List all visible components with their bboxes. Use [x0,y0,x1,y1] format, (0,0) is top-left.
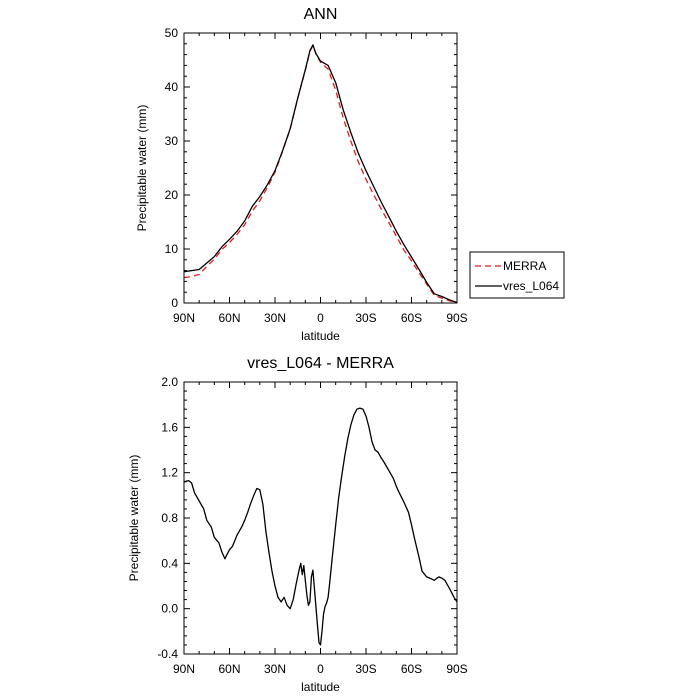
x-tick-label: 90S [446,662,467,676]
y-tick-label: 2.0 [161,375,178,389]
x-axis-label: latitude [301,680,340,694]
y-tick-label: 0.8 [161,511,178,525]
y-tick-label: 10 [165,242,179,256]
x-tick-label: 60S [401,662,422,676]
x-tick-label: 60S [401,311,422,325]
x-axis-label: latitude [301,329,340,343]
y-tick-label: 40 [165,80,179,94]
y-axis-label: Precipitable water (mm) [127,455,141,582]
x-tick-label: 30N [264,662,286,676]
y-tick-label: 0.4 [161,556,178,570]
x-tick-label: 60N [218,662,240,676]
legend: MERRA vres_L064 [469,251,565,299]
legend-box [469,251,565,299]
x-tick-label: 90S [446,311,467,325]
plot-frame [183,32,458,304]
y-tick-label: 0.0 [161,602,178,616]
x-tick-label: 30S [355,662,376,676]
x-tick-label: 30N [264,311,286,325]
y-tick-label: 0 [171,296,178,310]
x-tick-label: 30S [355,311,376,325]
y-tick-label: 30 [165,134,179,148]
y-tick-label: 1.6 [161,420,178,434]
x-tick-label: 60N [218,311,240,325]
series-line-vres-l064-merra [183,407,458,646]
y-tick-label: 50 [165,26,179,40]
x-tick-label: 0 [317,662,324,676]
y-tick-label: 1.2 [161,466,178,480]
x-tick-label: 90N [173,311,195,325]
legend-label: vres_L064 [503,279,559,293]
series-line-vres-l064 [183,44,458,304]
x-tick-label: 90N [173,662,195,676]
y-tick-label: -0.4 [157,647,178,661]
chart-panel-1: ANN 90N 60N 30N 0 30S 60S 90S 0 10 20 30 40 50 latitud… [135,6,468,343]
chart-title: vres_L064 - MERRA [247,355,394,372]
y-tick-label: 20 [165,188,179,202]
chart-panel-2: vres_L064 - MERRA 90N 60N 30N 0 30S 60S 90S -0.4… [127,355,468,694]
x-tick-label: 0 [317,311,324,325]
chart-title: ANN [304,6,338,23]
plot-frame [183,381,458,655]
y-axis-label: Precipitable water (mm) [135,105,149,232]
legend-label: MERRA [503,259,546,273]
